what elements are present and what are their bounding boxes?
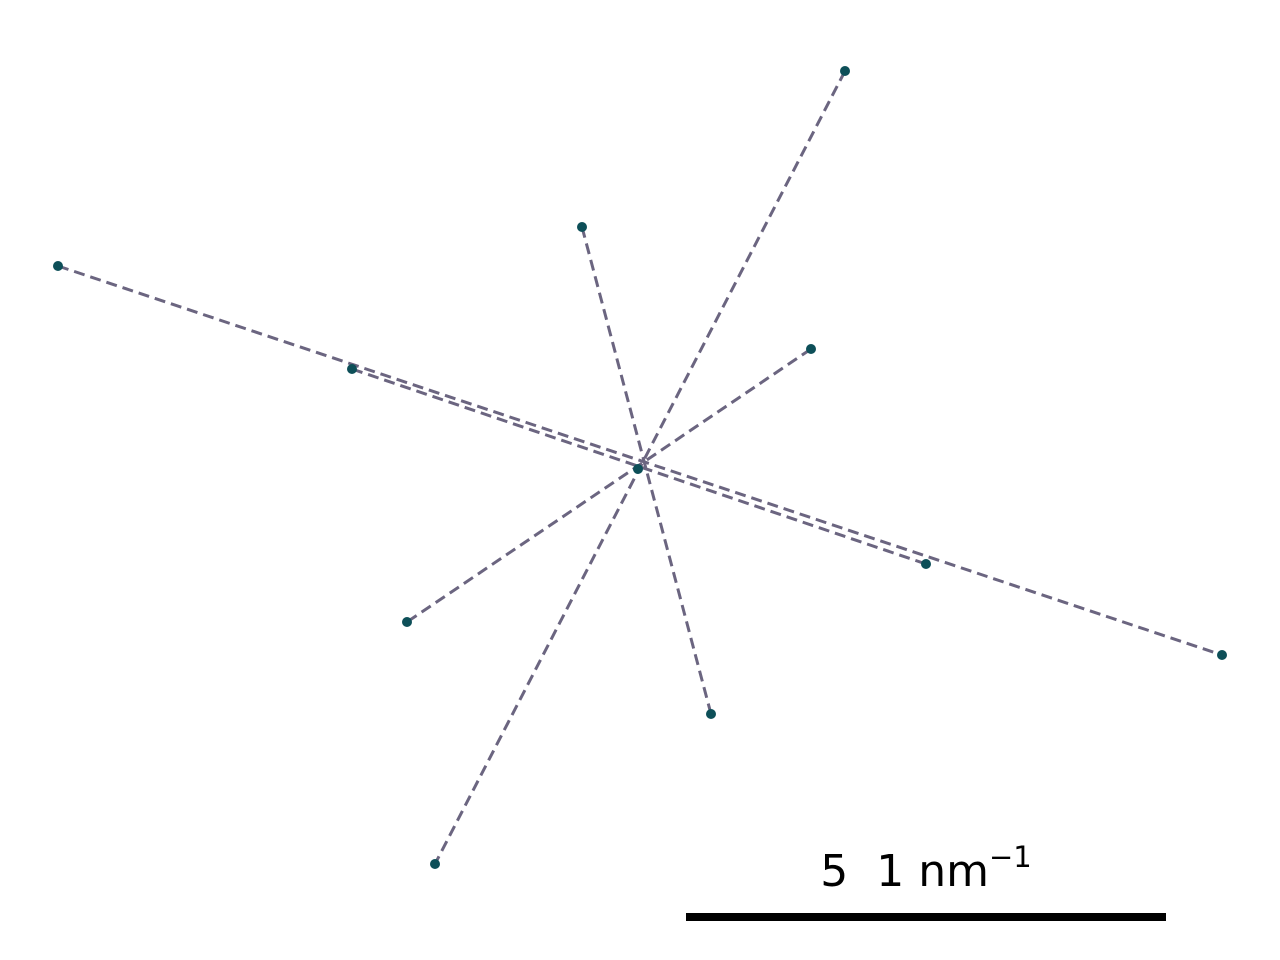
scale-bar-label: 5 1 nm−1 <box>686 840 1166 897</box>
spots-layer <box>53 66 1227 869</box>
diffraction-spot-10 <box>706 709 716 719</box>
diffraction-spot-1 <box>53 261 63 271</box>
diffraction-spot-3 <box>840 66 850 76</box>
center-spot <box>633 464 643 474</box>
diffraction-spot-2 <box>347 364 357 374</box>
diffraction-spot-11 <box>430 859 440 869</box>
scale-bar <box>686 913 1166 921</box>
diffraction-spot-5 <box>806 344 816 354</box>
diffraction-spot-7 <box>921 559 931 569</box>
lattice-line-5 <box>406 347 812 624</box>
scale-bar-unit: 1 nm <box>876 846 989 897</box>
lattice-line-1 <box>57 264 1223 657</box>
scale-bar-value: 5 <box>820 846 849 897</box>
diffraction-spot-9 <box>1217 650 1227 660</box>
diffraction-spot-8 <box>402 617 412 627</box>
diffraction-spot-4 <box>577 222 587 232</box>
scale-bar-unit-exponent: −1 <box>988 840 1032 874</box>
